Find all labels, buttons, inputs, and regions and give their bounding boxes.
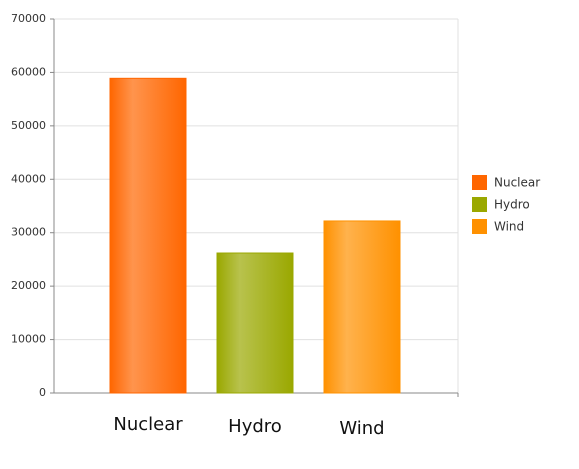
legend-swatch	[472, 175, 487, 190]
x-tick-label: Wind	[339, 418, 384, 439]
y-tick-label: 70000	[11, 12, 46, 25]
y-tick-label: 10000	[11, 333, 46, 346]
bar	[216, 252, 294, 394]
legend-label: Nuclear	[494, 176, 540, 190]
legend-label: Wind	[494, 220, 524, 234]
x-tick-label: Nuclear	[113, 414, 183, 435]
y-tick-label: 50000	[11, 119, 46, 132]
legend-swatch	[472, 197, 487, 212]
legend-label: Hydro	[494, 198, 530, 212]
y-tick-label: 40000	[11, 172, 46, 185]
bar	[109, 77, 187, 394]
bar	[323, 220, 401, 394]
legend-swatch	[472, 219, 487, 234]
y-tick-label: 60000	[11, 65, 46, 78]
y-tick-label: 20000	[11, 279, 46, 292]
y-tick-label: 0	[39, 386, 46, 399]
x-tick-label: Hydro	[228, 416, 282, 437]
y-tick-label: 30000	[11, 226, 46, 239]
